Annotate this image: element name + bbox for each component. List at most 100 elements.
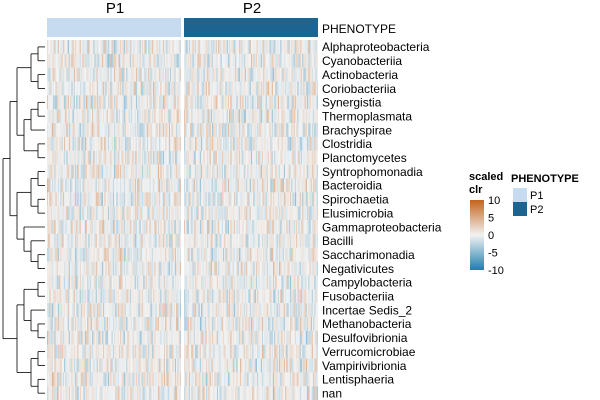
heatmap-cell <box>249 164 252 179</box>
heatmap-cell <box>171 220 173 234</box>
heatmap-cell <box>255 344 258 359</box>
heatmap-cell <box>184 289 186 304</box>
heatmap-cell <box>132 53 134 68</box>
heatmap-cell <box>151 109 154 124</box>
heatmap-cell <box>67 261 69 276</box>
heatmap-cell <box>53 344 55 359</box>
heatmap-cell <box>62 123 65 137</box>
heatmap-cell <box>140 344 143 359</box>
heatmap-cell <box>105 123 107 137</box>
heatmap-cell <box>109 150 111 165</box>
heatmap-cell <box>148 123 150 137</box>
heatmap-cell <box>198 275 200 290</box>
heatmap-cell <box>184 372 186 387</box>
heatmap-cell <box>146 275 149 290</box>
heatmap-cell <box>53 192 55 207</box>
heatmap-cell <box>66 192 68 207</box>
heatmap-cell <box>233 192 236 207</box>
heatmap-cell <box>98 275 100 290</box>
heatmap-cell <box>232 247 234 262</box>
heatmap-cell <box>270 330 272 345</box>
heatmap-cell <box>280 40 282 54</box>
heatmap-cell <box>51 261 54 276</box>
heatmap-cell <box>173 206 175 221</box>
heatmap-cell <box>92 233 94 248</box>
heatmap-cell <box>134 289 136 304</box>
heatmap-cell <box>134 206 136 221</box>
heatmap-cell <box>112 372 115 387</box>
heatmap-cell <box>123 261 126 276</box>
heatmap-cell <box>56 317 59 331</box>
heatmap-cell <box>161 53 163 68</box>
heatmap-cell <box>214 330 216 345</box>
heatmap-cell <box>100 358 102 373</box>
heatmap-cell <box>209 289 211 304</box>
heatmap-cell <box>131 289 133 304</box>
heatmap-cell <box>208 220 210 234</box>
heatmap-cell <box>231 330 233 345</box>
heatmap-cell <box>179 247 182 262</box>
heatmap-cell <box>159 289 161 304</box>
heatmap-cell <box>221 247 224 262</box>
heatmap-cell <box>76 40 78 54</box>
heatmap-cell <box>151 67 154 82</box>
heatmap-cell <box>109 136 111 151</box>
heatmap-cell <box>257 192 259 207</box>
heatmap-cell <box>67 95 69 110</box>
heatmap-cell <box>55 372 57 387</box>
heatmap-cell <box>275 81 277 96</box>
heatmap-cell <box>190 261 192 276</box>
heatmap-cell <box>238 303 241 318</box>
heatmap-cell <box>235 95 237 110</box>
heatmap-cell <box>54 67 56 82</box>
heatmap-cell <box>79 67 82 82</box>
heatmap-cell <box>148 136 150 151</box>
heatmap-cell <box>204 150 206 165</box>
heatmap-cell <box>111 372 113 387</box>
heatmap-cell <box>224 344 226 359</box>
heatmap-cell <box>98 136 100 151</box>
heatmap-cell <box>268 289 270 304</box>
heatmap-cell <box>110 317 112 331</box>
heatmap-cell <box>184 81 186 96</box>
heatmap-cell <box>156 261 158 276</box>
heatmap-cell <box>137 53 139 68</box>
heatmap-cell <box>84 53 87 68</box>
heatmap-cell <box>127 344 129 359</box>
heatmap-cell <box>203 317 205 331</box>
heatmap-cell <box>240 206 242 221</box>
heatmap-cell <box>176 178 178 193</box>
heatmap-cell <box>65 233 67 248</box>
heatmap-cell <box>264 330 266 345</box>
heatmap-cell <box>100 386 102 400</box>
heatmap-cell <box>137 95 139 110</box>
heatmap-cell <box>134 109 136 124</box>
heatmap-cell <box>59 150 61 165</box>
heatmap-cell <box>92 220 94 234</box>
heatmap-cell <box>277 150 280 165</box>
heatmap-cell <box>148 192 150 207</box>
heatmap-cell <box>282 206 284 221</box>
heatmap-cell <box>106 372 108 387</box>
heatmap-cell <box>167 136 169 151</box>
heatmap-cell <box>170 109 172 124</box>
heatmap-cell <box>85 192 88 207</box>
heatmap-cell <box>92 344 94 359</box>
heatmap-cell <box>221 109 224 124</box>
heatmap-cell <box>257 220 259 234</box>
heatmap-cell <box>144 178 146 193</box>
heatmap-cell <box>184 220 186 234</box>
heatmap-cell <box>145 192 147 207</box>
heatmap-cell <box>85 81 88 96</box>
heatmap-cell <box>142 136 144 151</box>
heatmap-cell <box>66 206 68 221</box>
heatmap-cell <box>140 164 143 179</box>
heatmap-cell <box>233 109 236 124</box>
heatmap-cell <box>61 344 63 359</box>
heatmap-cell <box>233 303 236 318</box>
heatmap-cell <box>248 317 250 331</box>
heatmap-cell <box>149 233 151 248</box>
heatmap-cell <box>140 317 143 331</box>
heatmap-cell <box>81 40 83 54</box>
heatmap-cell <box>205 192 208 207</box>
